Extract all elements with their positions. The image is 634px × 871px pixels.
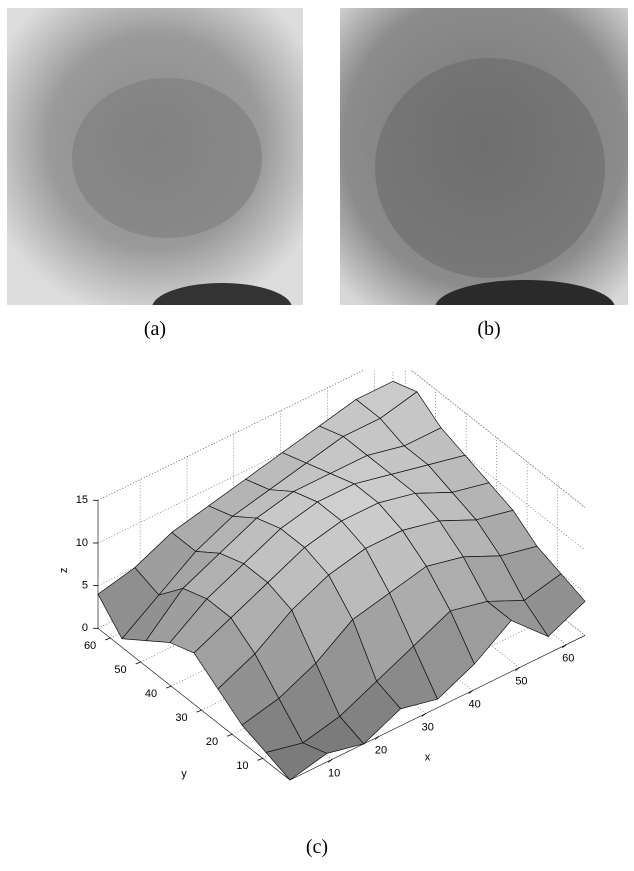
panel-label: (a): [125, 318, 185, 341]
y-tick-label: 50: [114, 664, 126, 676]
y-tick-label: 20: [206, 736, 218, 748]
y-axis-label: y: [181, 768, 187, 780]
z-tick-label: 15: [76, 494, 88, 506]
panel-label: (b): [459, 318, 519, 341]
x-axis-label: x: [425, 752, 431, 764]
tick: [166, 686, 171, 688]
tick: [136, 662, 141, 664]
surface-plot: 10 20 30 40 50 60 10 20 30 40 50 60 0 5 10 15 x y z: [0, 370, 634, 830]
micrograph-a: [7, 8, 303, 305]
z-axis-label: z: [58, 568, 70, 574]
tick: [197, 710, 202, 712]
z-tick-label: 10: [76, 537, 88, 549]
tick: [258, 758, 263, 760]
y-tick-label: 60: [84, 640, 96, 652]
z-tick-label: 5: [82, 580, 88, 592]
x-tick-label: 30: [422, 721, 434, 733]
micrograph-b: [340, 8, 628, 305]
figure: (a) (b) 10 20 30 40 50 60 10 20 30 40 50 60 0 5 10 15 x y…: [0, 0, 634, 871]
tick: [227, 734, 232, 736]
x-tick-label: 50: [515, 675, 527, 687]
y-tick-label: 40: [145, 688, 157, 700]
x-tick-label: 20: [375, 744, 387, 756]
y-tick-label: 30: [175, 712, 187, 724]
y-tick-label: 10: [236, 760, 248, 772]
x-tick-label: 10: [328, 767, 340, 779]
tick: [105, 638, 110, 640]
z-tick-label: 0: [82, 622, 88, 634]
x-tick-label: 60: [562, 653, 574, 665]
panel-label: (c): [287, 836, 347, 859]
x-tick-label: 40: [468, 698, 480, 710]
